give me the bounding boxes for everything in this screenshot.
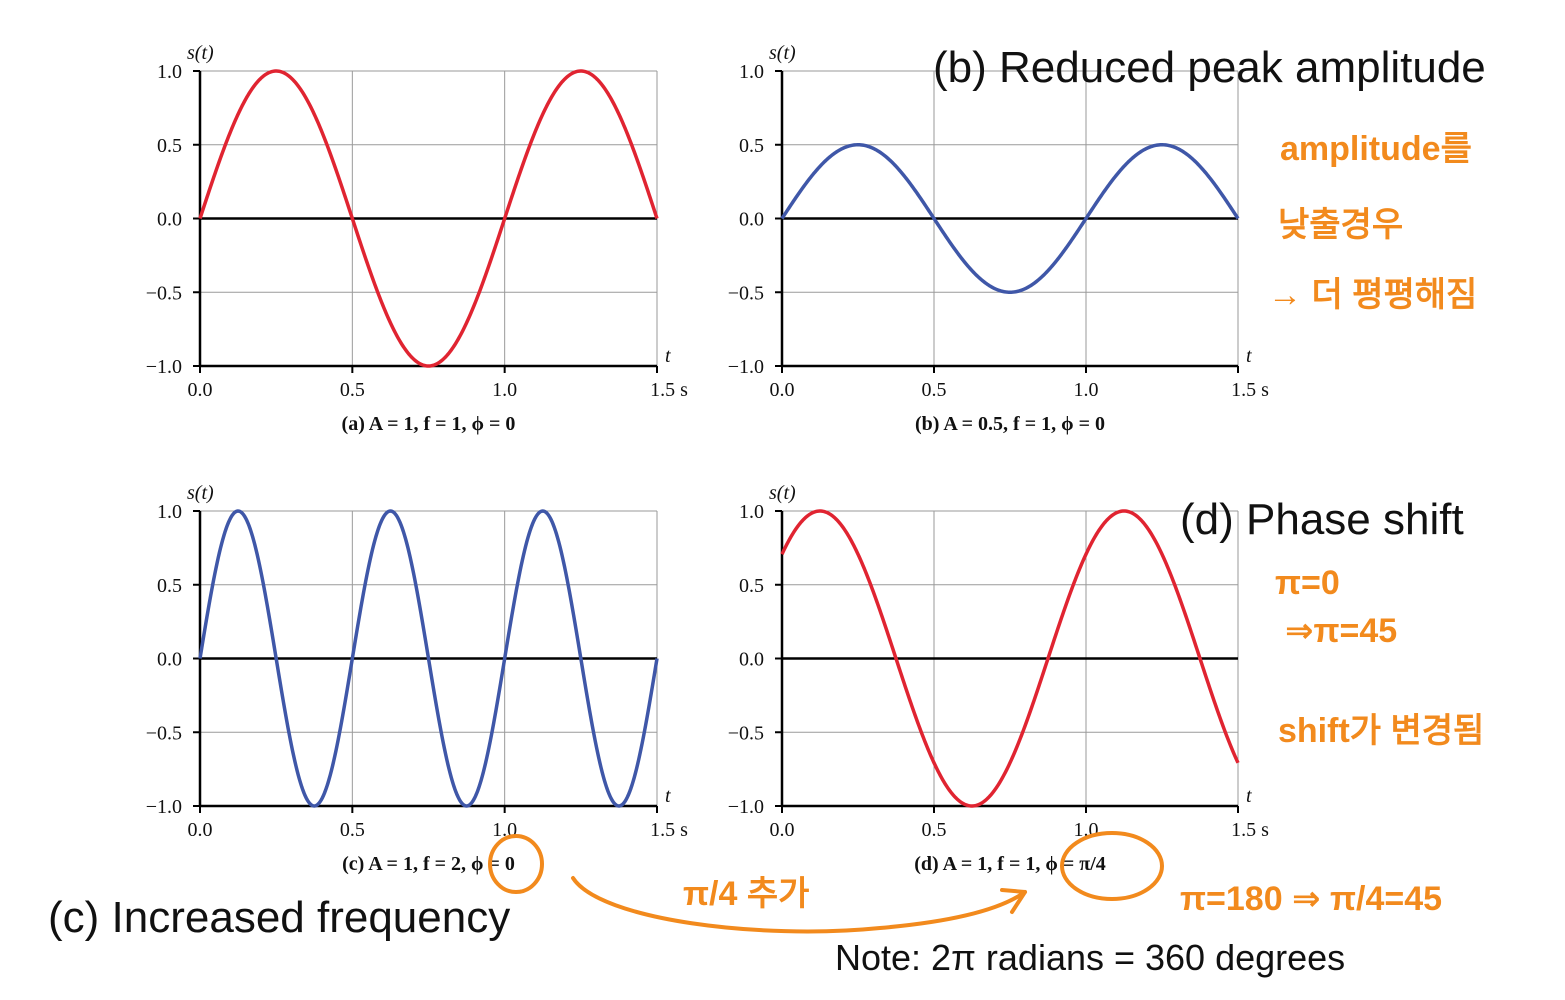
y-tick-label: 1.0 <box>739 61 764 83</box>
y-tick-label: 0.5 <box>739 575 764 597</box>
y-tick-label: −0.5 <box>146 282 182 304</box>
x-tick-label: 0.5 <box>922 819 947 841</box>
chart-d-panel: 0.0 0.5 1.0 1.5 s1.00.50.0−0.5−1.0s(t)t(d) … <box>728 482 1269 875</box>
handwritten-b-line2: 낮출경우 <box>1278 206 1403 244</box>
y-tick-label: 1.0 <box>157 61 182 83</box>
y-tick-label: 0.5 <box>739 135 764 157</box>
y-tick-label: −1.0 <box>146 796 182 818</box>
x-tick-label: 1.0 <box>492 379 517 401</box>
chart-caption: (d) A = 1, f = 1, ϕ = π/4 <box>914 853 1106 875</box>
x-tick-label: 0.5 <box>340 819 365 841</box>
y-tick-label: 0.0 <box>739 649 764 671</box>
x-tick-label: 0.5 <box>922 379 947 401</box>
signal-line <box>198 509 659 808</box>
y-tick-label: 1.0 <box>739 501 764 523</box>
y-tick-label: 0.0 <box>157 209 182 231</box>
y-tick-label: −0.5 <box>728 282 764 304</box>
chart-caption: (a) A = 1, f = 1, ϕ = 0 <box>342 413 516 435</box>
arrow-annotation-curve <box>571 876 1027 934</box>
note-text: Note: 2π radians = 360 degrees <box>835 937 1345 978</box>
x-tick-label: 1.0 <box>1074 379 1099 401</box>
y-tick-label: −1.0 <box>728 796 764 818</box>
title-c: (c) Increased frequency <box>48 893 510 942</box>
x-tick-label: 0.0 <box>770 819 795 841</box>
y-tick-label: 0.5 <box>157 575 182 597</box>
signal-line <box>198 69 659 368</box>
y-axis-label: s(t) <box>187 482 214 504</box>
chart-caption: (b) A = 0.5, f = 1, ϕ = 0 <box>915 413 1105 435</box>
x-axis-label: t <box>665 345 671 367</box>
x-tick-label: 0.0 <box>188 379 213 401</box>
x-tick-label: 1.5 s <box>650 819 688 841</box>
y-tick-label: 1.0 <box>157 501 182 523</box>
y-tick-label: −0.5 <box>728 722 764 744</box>
title-b: (b) Reduced peak amplitude <box>933 43 1486 92</box>
signal-line <box>780 142 1240 295</box>
signal-line <box>780 509 1240 808</box>
chart-b-panel: 0.0 0.5 1.0 1.5 s 1.0 0.5 0.0 −0.5 −1.0 s(t) t (b) … <box>728 42 1269 435</box>
chart-c-panel: 0.0 0.5 1.0 1.5 s1.00.50.0−0.5−1.0s(t)t(c) … <box>146 482 688 875</box>
handwritten-arrow-label: π/4 추가 <box>683 875 809 913</box>
y-tick-label: −1.0 <box>728 356 764 378</box>
handwritten-d-line1: π=0 <box>1275 564 1340 602</box>
x-tick-label: 1.5 s <box>1231 819 1269 841</box>
x-tick-label: 0.0 <box>188 819 213 841</box>
x-tick-label: 0.0 <box>770 379 795 401</box>
x-axis-label: t <box>1246 785 1252 807</box>
arrow-annotation-head <box>1000 888 1027 914</box>
y-tick-label: −0.5 <box>146 722 182 744</box>
y-axis-label: s(t) <box>187 42 214 64</box>
y-axis-label: s(t) <box>769 42 796 64</box>
x-tick-label: 1.5 s <box>650 379 688 401</box>
handwritten-b-line1: amplitude를 <box>1280 130 1472 168</box>
title-d: (d) Phase shift <box>1180 495 1464 544</box>
handwritten-d-line2: ⇒π=45 <box>1285 612 1397 650</box>
handwritten-b-line3: → 더 평평해짐 <box>1268 276 1477 314</box>
x-tick-label: 0.5 <box>340 379 365 401</box>
y-tick-label: −1.0 <box>146 356 182 378</box>
y-axis-label: s(t) <box>769 482 796 504</box>
handwritten-d-line3: shift가 변경됨 <box>1278 712 1484 750</box>
y-tick-label: 0.0 <box>739 209 764 231</box>
x-axis-label: t <box>665 785 671 807</box>
y-tick-label: 0.5 <box>157 135 182 157</box>
x-tick-label: 1.5 s <box>1231 379 1269 401</box>
chart-caption: (c) A = 1, f = 2, ϕ = 0 <box>342 853 515 875</box>
chart-a-panel: 0.0 0.5 1.0 1.5 s 1.0 0.5 0.0 −0.5 −1.0 s(t) t (a) … <box>146 42 688 435</box>
circle-annotation-d <box>1060 831 1164 901</box>
y-tick-label: 0.0 <box>157 649 182 671</box>
handwritten-conversion: π=180 ⇒ π/4=45 <box>1180 880 1442 918</box>
x-axis-label: t <box>1246 345 1252 367</box>
circle-annotation-c <box>488 834 544 894</box>
